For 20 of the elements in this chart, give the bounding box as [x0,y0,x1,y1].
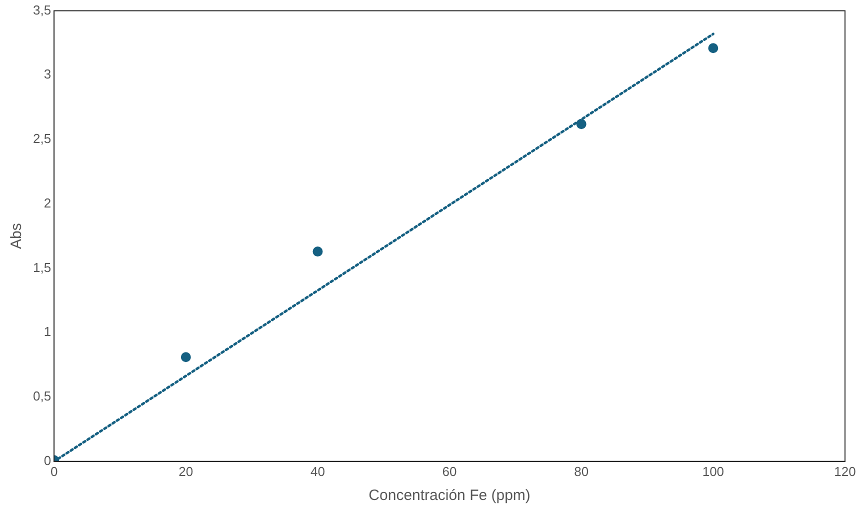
point [708,43,718,54]
x-tick-label: 20 [178,464,194,479]
y-tick-label: 0 [44,452,52,468]
y-axis-title: Abs [8,223,26,250]
point [312,246,323,257]
x-tick-label: 40 [310,464,325,479]
y-tick-label: 1 [44,324,52,340]
y-tick-label: 2,5 [32,131,52,146]
y-tick-label: 0,5 [32,388,52,404]
x-tick-label: 120 [834,464,856,479]
x-tick-label: 60 [442,464,457,479]
y-tick-label: 2 [44,195,52,210]
point [576,119,586,130]
x-tick-label: 100 [702,464,724,479]
y-tick-label: 1,5 [32,260,52,275]
y-tick-label: 3 [44,66,52,82]
x-tick-label: 80 [574,464,589,479]
y-tick-label: 3,5 [32,2,52,18]
x-axis-title: Concentración Fe (ppm) [368,487,530,504]
point [180,352,191,362]
